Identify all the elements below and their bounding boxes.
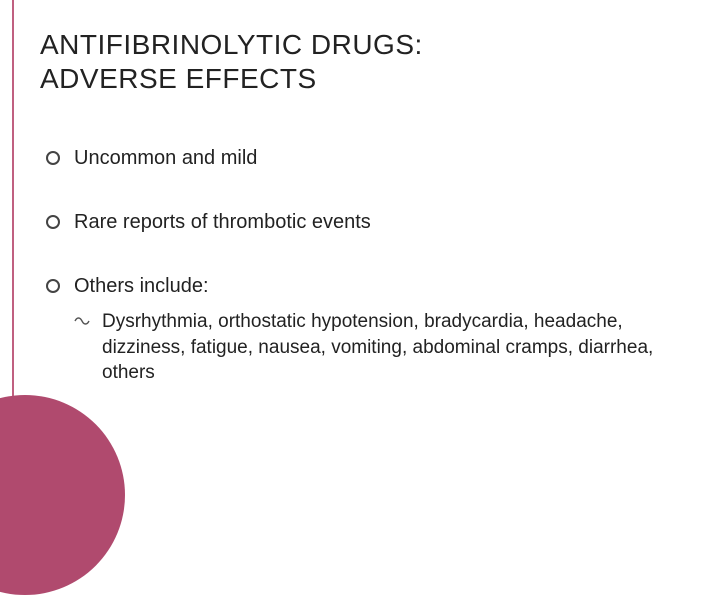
bullet-list: Uncommon and mild Rare reports of thromb… (40, 145, 690, 386)
title-line-1: ANTIFIBRINOLYTIC DRUGS: (40, 28, 690, 62)
title-line-2: ADVERSE EFFECTS (40, 62, 690, 96)
sub-bullet-text: Dysrhythmia, orthostatic hypotension, br… (102, 311, 653, 383)
slide-content: ANTIFIBRINOLYTIC DRUGS: ADVERSE EFFECTS … (40, 28, 690, 424)
bullet-item: Rare reports of thrombotic events (40, 209, 690, 235)
corner-circle-accent (0, 395, 125, 595)
bullet-item: Others include: Dysrhythmia, orthostatic… (40, 273, 690, 386)
bullet-text: Uncommon and mild (74, 147, 257, 169)
bullet-text: Others include: (74, 275, 209, 297)
bullet-item: Uncommon and mild (40, 145, 690, 171)
swirl-icon (74, 315, 90, 327)
sub-bullet-item: Dysrhythmia, orthostatic hypotension, br… (74, 309, 690, 386)
sub-bullet-list: Dysrhythmia, orthostatic hypotension, br… (74, 309, 690, 386)
slide-title: ANTIFIBRINOLYTIC DRUGS: ADVERSE EFFECTS (40, 28, 690, 95)
bullet-text: Rare reports of thrombotic events (74, 211, 371, 233)
